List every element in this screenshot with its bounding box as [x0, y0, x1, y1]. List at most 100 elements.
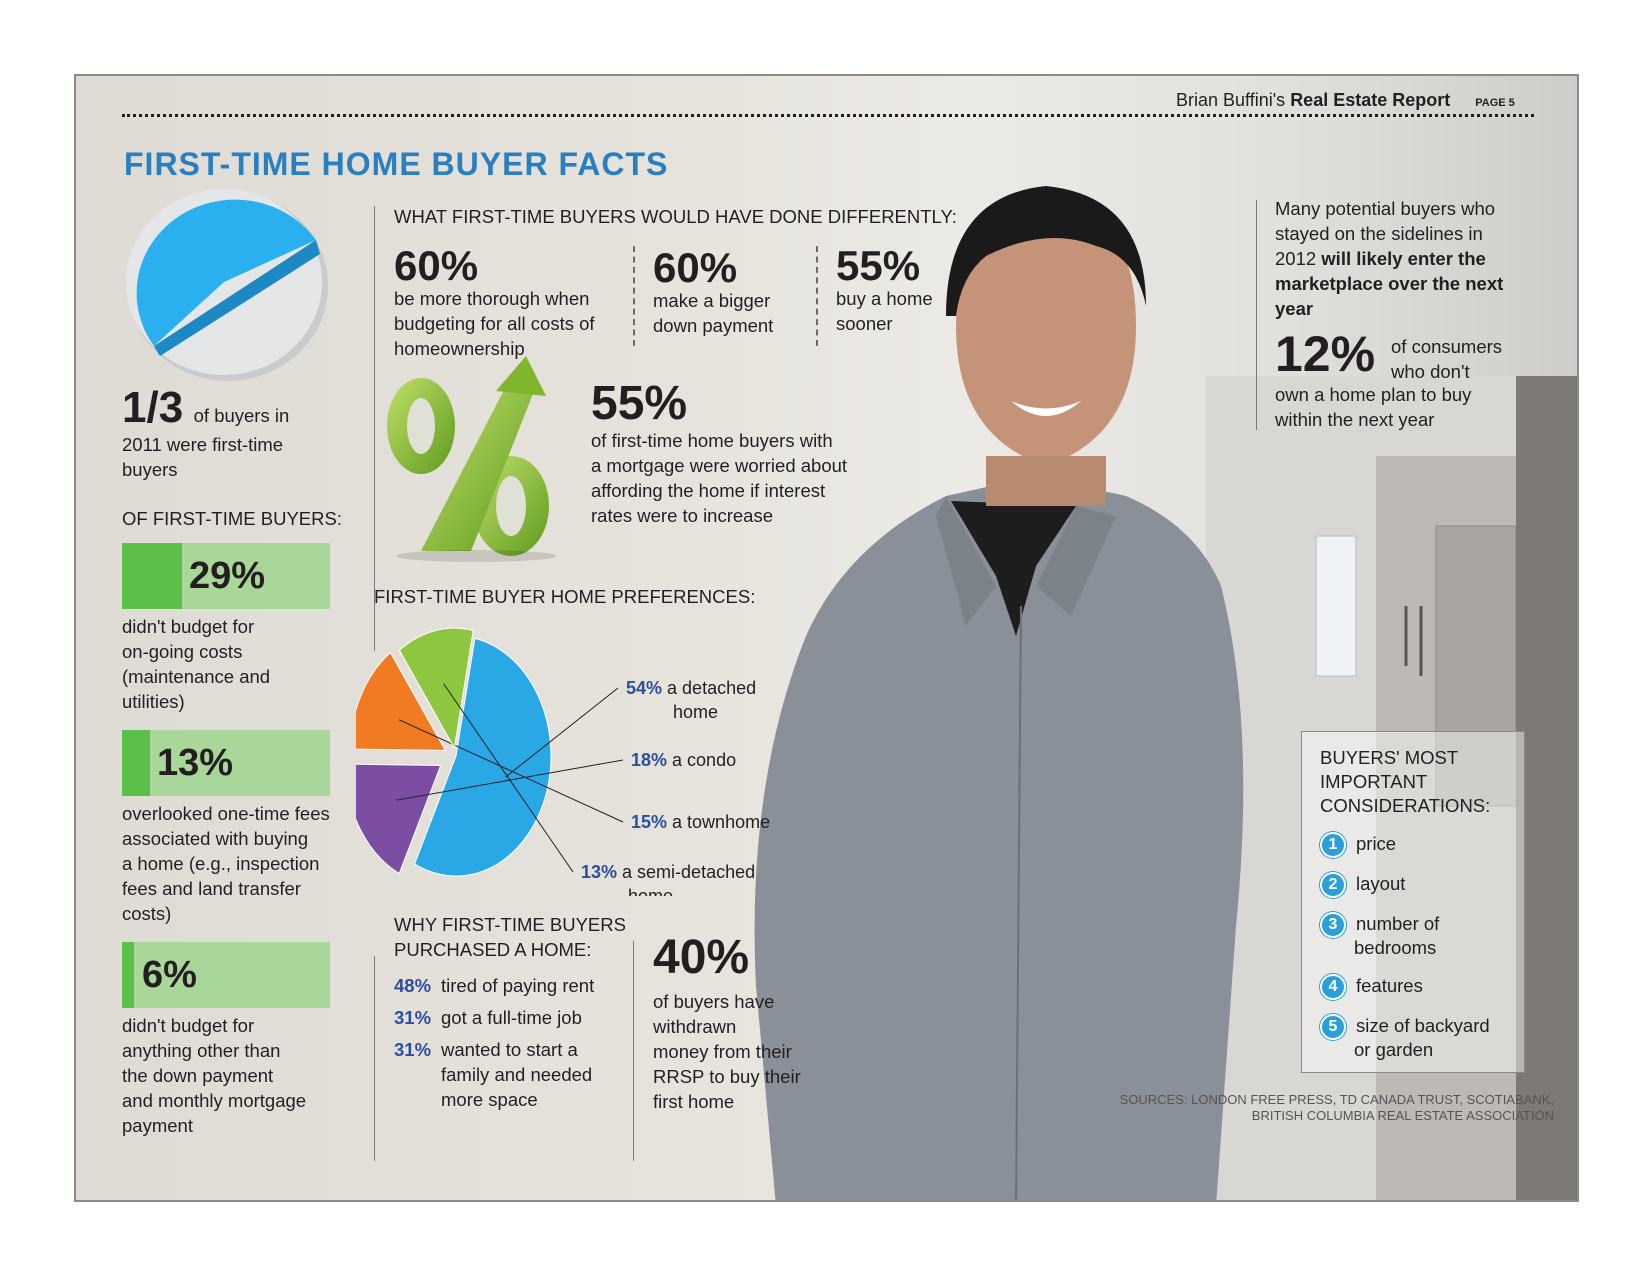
pie-label: 54% a detached: [626, 678, 756, 698]
pie-slice: [398, 627, 474, 750]
pie-label: 15% a townhome: [631, 812, 770, 832]
report-page: Brian Buffini's Real Estate Report PAGE …: [74, 74, 1579, 1202]
one-third-text-3: buyers: [122, 459, 178, 480]
pie-label: 18% a condo: [631, 750, 736, 770]
why-divider: [633, 941, 634, 1161]
why-value: 48%: [394, 975, 432, 996]
why-item-3: 31%: [394, 1037, 431, 1062]
why-item-1-text: tired of paying rent: [441, 975, 595, 996]
differently-1-text-1: be more thorough when: [394, 288, 590, 309]
stat-bar-29: 29%: [122, 543, 330, 609]
number-3-icon: 3: [1320, 912, 1346, 939]
bar-13-text-2: associated with buying: [122, 828, 309, 849]
rrsp-text-1: of buyers have: [653, 991, 775, 1012]
differently-2-text-1: make a bigger: [653, 290, 771, 311]
considerations-heading-2: IMPORTANT: [1320, 771, 1428, 792]
why-value: 31%: [394, 1039, 432, 1060]
column-divider-top: [374, 206, 375, 651]
stat-bar-value: 29%: [189, 555, 266, 597]
bar-6-text-3: the down payment: [122, 1065, 274, 1086]
differently-1-text-3: homeownership: [394, 338, 525, 359]
why-item-2-text: got a full-time job: [441, 1007, 582, 1028]
one-third-text-2: 2011 were first-time: [122, 434, 284, 455]
stat-bar-fill: [122, 730, 150, 796]
report-header: Brian Buffini's Real Estate Report PAGE …: [1176, 90, 1515, 111]
pie-label: 13% a semi-detached: [581, 862, 755, 882]
why-heading-2: PURCHASED A HOME:: [394, 939, 592, 960]
bar-13-text-3: a home (e.g., inspection: [122, 853, 320, 874]
header-divider: [122, 114, 1534, 117]
worried-text-4: rates were to increase: [591, 505, 774, 526]
sources-note: SOURCES: LONDON FREE PRESS, TD CANADA TR…: [1076, 1092, 1554, 1124]
stat-bar-6: 6%: [122, 942, 330, 1008]
worried-text-1: of first-time home buyers with: [591, 430, 833, 451]
pie-leader-line: [505, 687, 619, 778]
differently-value-2: 60%: [653, 244, 738, 291]
consideration-label-cont: bedrooms: [1354, 937, 1437, 958]
differently-1-text-2: budgeting for all costs of: [394, 313, 595, 334]
bar-6-text-2: anything other than: [122, 1040, 281, 1061]
kitchen-background: [1206, 376, 1577, 1200]
page-number: PAGE 5: [1475, 97, 1515, 109]
stat-bar-13: 13%: [122, 730, 330, 796]
one-third-value: 1/3: [122, 383, 184, 432]
why-item-3-text-3: more space: [441, 1089, 538, 1110]
stat-bar-fill: [122, 942, 134, 1008]
sidelines-text-2: stayed on the sidelines in: [1275, 223, 1483, 244]
bar-29-text-4: utilities): [122, 691, 185, 712]
rrsp-text-3: money from their: [653, 1041, 792, 1062]
rrsp-text-5: first home: [653, 1091, 735, 1112]
dashed-divider: [816, 246, 818, 346]
rrsp-text-2: withdrawn: [653, 1016, 737, 1037]
pie-slice: [413, 637, 552, 877]
bar-6-text-1: didn't budget for: [122, 1015, 255, 1036]
number-4-icon: 4: [1320, 974, 1346, 1001]
header-report-title: Real Estate Report: [1290, 90, 1451, 110]
consumers-value: 12%: [1275, 326, 1376, 382]
bar-13-text-4: fees and land transfer: [122, 878, 301, 899]
worried-text-2: a mortgage were worried about: [591, 455, 848, 476]
sidelines-bold-2: marketplace over the next: [1275, 273, 1504, 294]
differently-value-1: 60%: [394, 242, 479, 289]
consideration-label: number of: [1356, 913, 1440, 934]
pie-leader-line: [443, 683, 574, 873]
differently-3-text-1: buy a home: [836, 288, 933, 309]
bar-29-text-2: on-going costs: [122, 641, 243, 662]
right-divider: [1256, 200, 1257, 430]
consideration-label: price: [1356, 833, 1397, 854]
smiling-man-photo: [754, 186, 1244, 1200]
bar-13-text-5: costs): [122, 903, 172, 924]
dashed-divider: [633, 246, 635, 346]
number-5-icon: 5: [1320, 1014, 1346, 1041]
worried-text-3: affording the home if interest: [591, 480, 826, 501]
differently-heading: WHAT FIRST-TIME BUYERS WOULD HAVE DONE D…: [394, 206, 957, 227]
preferences-heading: FIRST-TIME BUYER HOME PREFERENCES:: [374, 586, 756, 607]
rrsp-value: 40%: [653, 931, 750, 984]
differently-2-text-2: down payment: [653, 315, 774, 336]
consideration-label: size of backyard: [1356, 1015, 1490, 1036]
consideration-label: layout: [1356, 873, 1406, 894]
of-first-time-label: OF FIRST-TIME BUYERS:: [122, 508, 342, 529]
one-third-pie-icon: [126, 189, 328, 381]
sidelines-plain: 2012: [1275, 248, 1322, 269]
considerations-heading-1: BUYERS' MOST: [1320, 747, 1459, 768]
consideration-item: 3 number of: [1320, 912, 1440, 939]
consideration-label-cont: or garden: [1354, 1039, 1434, 1060]
header-author: Brian Buffini's: [1176, 90, 1286, 110]
pie-slice: [356, 651, 447, 751]
considerations-heading-3: CONSIDERATIONS:: [1320, 795, 1491, 816]
pie-slice: [356, 763, 442, 875]
stat-bar-fill: [122, 543, 182, 609]
consideration-item: 4 features: [1320, 974, 1423, 1001]
number-2-icon: 2: [1320, 872, 1346, 899]
sidelines-text-3: 2012 will likely enter the: [1275, 246, 1486, 271]
bar-6-text-5: payment: [122, 1115, 193, 1136]
sources-line-2: BRITISH COLUMBIA REAL ESTATE ASSOCIATION: [1251, 1108, 1554, 1123]
bar-6-text-4: and monthly mortgage: [122, 1090, 307, 1111]
rrsp-text-4: RRSP to buy their: [653, 1066, 801, 1087]
differently-value-3: 55%: [836, 242, 921, 289]
why-value: 31%: [394, 1007, 432, 1028]
bar-13-text-1: overlooked one-time fees: [122, 803, 330, 824]
considerations-box: BUYERS' MOST IMPORTANT CONSIDERATIONS: 1…: [1301, 731, 1525, 1073]
bar-29-text-1: didn't budget for: [122, 616, 255, 637]
